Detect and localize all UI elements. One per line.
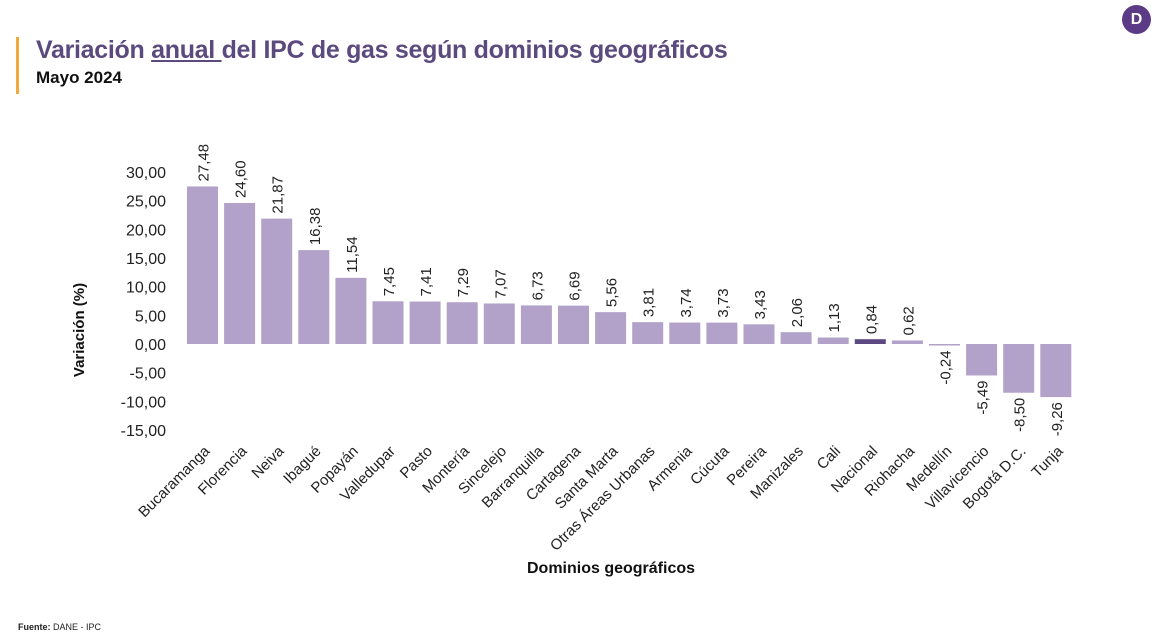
bar (780, 332, 812, 344)
y-tick-label: -5,00 (130, 366, 167, 383)
bar (1040, 344, 1072, 398)
data-label: 5,56 (604, 278, 621, 307)
y-tick-label: 25,00 (126, 194, 166, 211)
x-axis-title: Dominios geográficos (527, 560, 695, 577)
y-tick-label: 0,00 (135, 337, 166, 354)
y-tick-label: 10,00 (126, 280, 166, 297)
chart-subtitle: Mayo 2024 (36, 68, 122, 87)
bar (632, 322, 664, 344)
bar (558, 305, 589, 344)
y-axis-title: Variación (%) (71, 283, 88, 377)
source-note: Fuente: DANE - IPC (18, 622, 102, 632)
y-tick-label: -15,00 (121, 423, 166, 440)
data-label: 7,07 (492, 269, 509, 298)
bar (409, 301, 441, 344)
bar (891, 340, 923, 344)
bar (595, 312, 627, 344)
bar (520, 305, 552, 344)
bar (966, 344, 998, 376)
y-tick-label: -10,00 (121, 394, 166, 411)
data-label: 21,87 (270, 176, 287, 214)
logo-icon: D (1122, 5, 1151, 34)
data-label: 0,62 (900, 306, 917, 335)
bar (669, 322, 701, 344)
y-tick-label: 5,00 (135, 308, 166, 325)
data-label: 27,48 (196, 144, 213, 182)
data-label: 2,06 (789, 298, 806, 327)
x-tick-label: Tunja (1028, 442, 1067, 481)
bar (854, 339, 886, 344)
bar (817, 337, 849, 344)
bar (224, 202, 256, 344)
x-tick-label: Cali (814, 443, 844, 473)
y-tick-label: 30,00 (126, 165, 166, 182)
data-label: 24,60 (233, 160, 250, 198)
data-label: 7,29 (455, 268, 472, 297)
data-label: 6,73 (529, 271, 546, 300)
data-label: 3,43 (752, 290, 769, 319)
data-label: 6,69 (567, 271, 584, 300)
data-label: 3,73 (715, 288, 732, 317)
data-label: -5,49 (975, 380, 992, 414)
data-label: -8,50 (1012, 398, 1029, 432)
chart-title: Variación anual del IPC de gas según dom… (36, 36, 728, 64)
bar (483, 303, 515, 344)
bar (1003, 344, 1035, 393)
x-tick-label: Cúcuta (687, 442, 733, 488)
data-label: 3,81 (641, 288, 658, 317)
data-label: 7,41 (418, 267, 435, 296)
data-label: 11,54 (344, 236, 361, 272)
y-tick-label: 15,00 (126, 251, 166, 268)
data-label: 1,13 (826, 303, 843, 332)
data-label: 0,84 (863, 305, 880, 334)
bar (335, 277, 367, 344)
bar (706, 322, 738, 344)
data-label: 7,45 (381, 267, 398, 296)
data-label: -0,24 (938, 350, 955, 384)
bar (298, 250, 330, 344)
bar (743, 324, 775, 344)
title-accent-bar (16, 37, 19, 94)
bar (929, 344, 960, 346)
y-tick-label: 20,00 (126, 222, 166, 239)
data-label: 16,38 (307, 208, 324, 246)
data-label: -9,26 (1049, 402, 1066, 436)
bar (372, 301, 404, 344)
bar (187, 186, 218, 344)
bar (261, 218, 293, 344)
data-label: 3,74 (678, 288, 695, 317)
bar (446, 302, 478, 344)
